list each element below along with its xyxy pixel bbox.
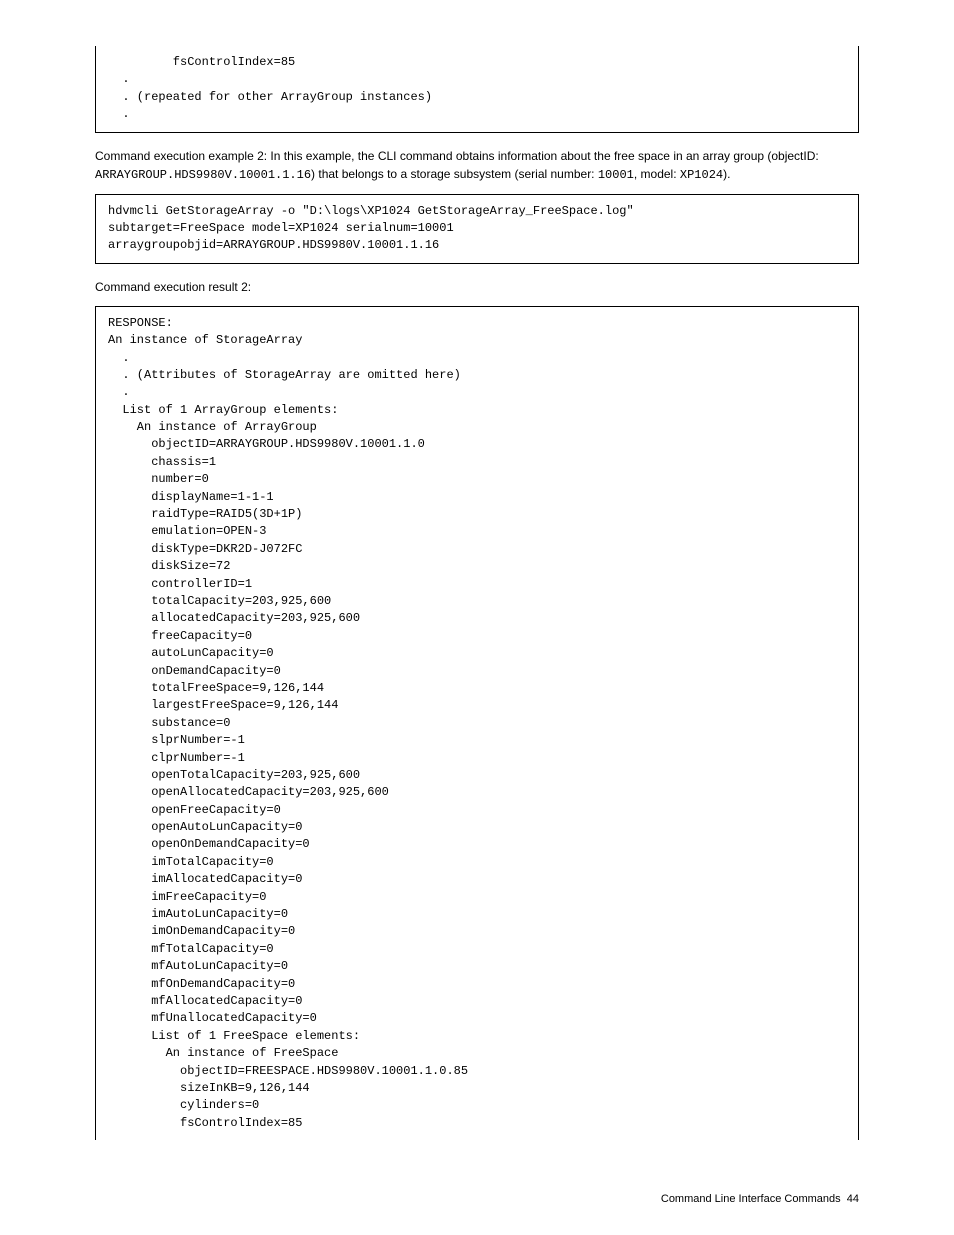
para1-text-d: ). — [723, 167, 730, 181]
para1-code-model: XP1024 — [680, 168, 723, 182]
para1-text-c: , model: — [634, 167, 680, 181]
para1-text-a: Command execution example 2: In this exa… — [95, 149, 819, 163]
para1-code-serial: 10001 — [598, 168, 634, 182]
para1-text-b: ) that belongs to a storage subsystem (s… — [311, 167, 598, 181]
code-block-1: fsControlIndex=85 . . (repeated for othe… — [95, 46, 859, 133]
paragraph-result-label: Command execution result 2: — [95, 278, 859, 296]
code-block-response: RESPONSE: An instance of StorageArray . … — [95, 306, 859, 1140]
paragraph-example-description: Command execution example 2: In this exa… — [95, 147, 859, 184]
para1-code-objectid: ARRAYGROUP.HDS9980V.10001.1.16 — [95, 168, 311, 182]
footer-title: Command Line Interface Commands — [661, 1193, 841, 1205]
footer-page-number: 44 — [847, 1193, 859, 1205]
page-footer: Command Line Interface Commands 44 — [661, 1191, 859, 1208]
code-block-command: hdvmcli GetStorageArray -o "D:\logs\XP10… — [95, 194, 859, 264]
page-container: fsControlIndex=85 . . (repeated for othe… — [0, 0, 954, 1235]
